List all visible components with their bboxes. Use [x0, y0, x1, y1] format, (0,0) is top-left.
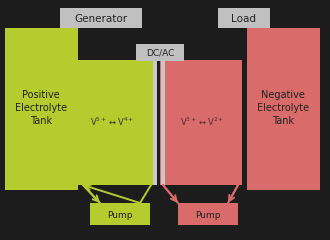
Bar — [218, 8, 270, 28]
Text: DC/AC: DC/AC — [146, 48, 174, 58]
Text: $\mathrm{V^{3+}{\leftrightarrow}V^{2+}}$: $\mathrm{V^{3+}{\leftrightarrow}V^{2+}}$ — [180, 116, 224, 128]
Bar — [60, 8, 142, 28]
Bar — [136, 44, 184, 61]
Bar — [247, 28, 320, 190]
Bar — [160, 60, 242, 185]
Bar — [153, 60, 157, 185]
Text: Pump: Pump — [107, 210, 133, 220]
Bar — [78, 60, 156, 185]
Text: Pump: Pump — [195, 210, 221, 220]
Text: $\mathrm{V^{5+}{\leftrightarrow}V^{4+}}$: $\mathrm{V^{5+}{\leftrightarrow}V^{4+}}$ — [90, 116, 134, 128]
Text: Load: Load — [232, 14, 256, 24]
Bar — [178, 203, 238, 225]
Bar — [5, 28, 78, 190]
Bar — [90, 203, 150, 225]
Bar — [161, 60, 165, 185]
Text: Positive
Electrolyte
Tank: Positive Electrolyte Tank — [15, 90, 67, 126]
Text: Negative
Electrolyte
Tank: Negative Electrolyte Tank — [257, 90, 309, 126]
Text: Generator: Generator — [75, 14, 128, 24]
